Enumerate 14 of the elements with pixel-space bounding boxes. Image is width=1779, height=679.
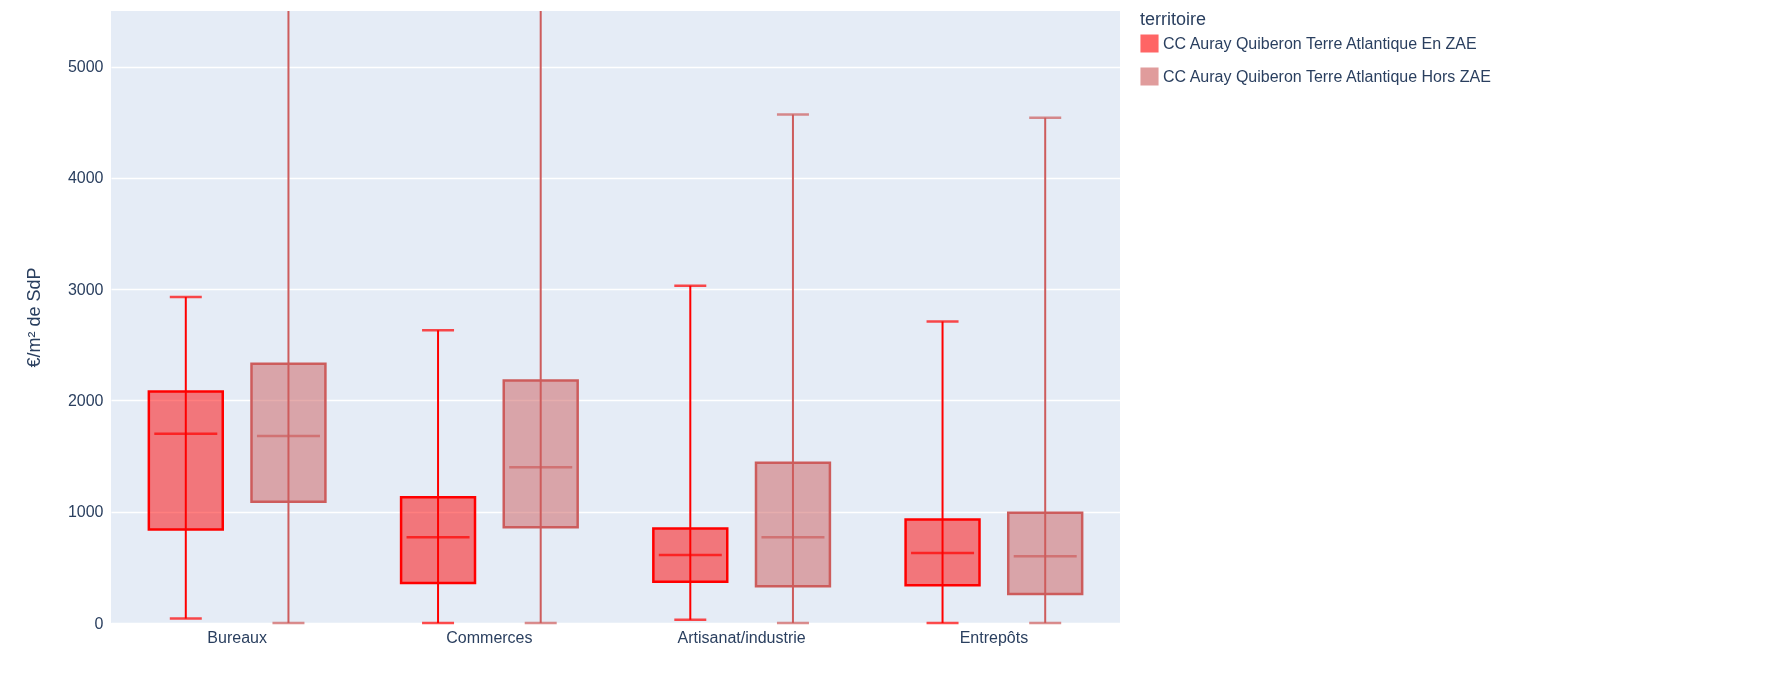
x-tick-label: Bureaux	[207, 628, 267, 646]
y-tick-label: 0	[94, 614, 104, 632]
x-tick-label: Artisanat/industrie	[677, 628, 806, 646]
y-tick-label: 5000	[67, 58, 104, 76]
y-tick-label: 3000	[67, 280, 104, 298]
y-tick-label: 2000	[67, 391, 104, 409]
x-tick-label: Entrepôts	[959, 628, 1029, 646]
y-tick-label: 4000	[67, 169, 104, 187]
legend-title: territoire	[1140, 9, 1207, 29]
x-tick-label: Commerces	[446, 628, 533, 646]
legend-label: CC Auray Quiberon Terre Atlantique En ZAE	[1163, 34, 1477, 52]
y-tick-label: 1000	[67, 503, 104, 521]
y-axis-title: €/m² de SdP	[23, 267, 44, 368]
legend-label: CC Auray Quiberon Terre Atlantique Hors ZAE	[1163, 67, 1491, 85]
